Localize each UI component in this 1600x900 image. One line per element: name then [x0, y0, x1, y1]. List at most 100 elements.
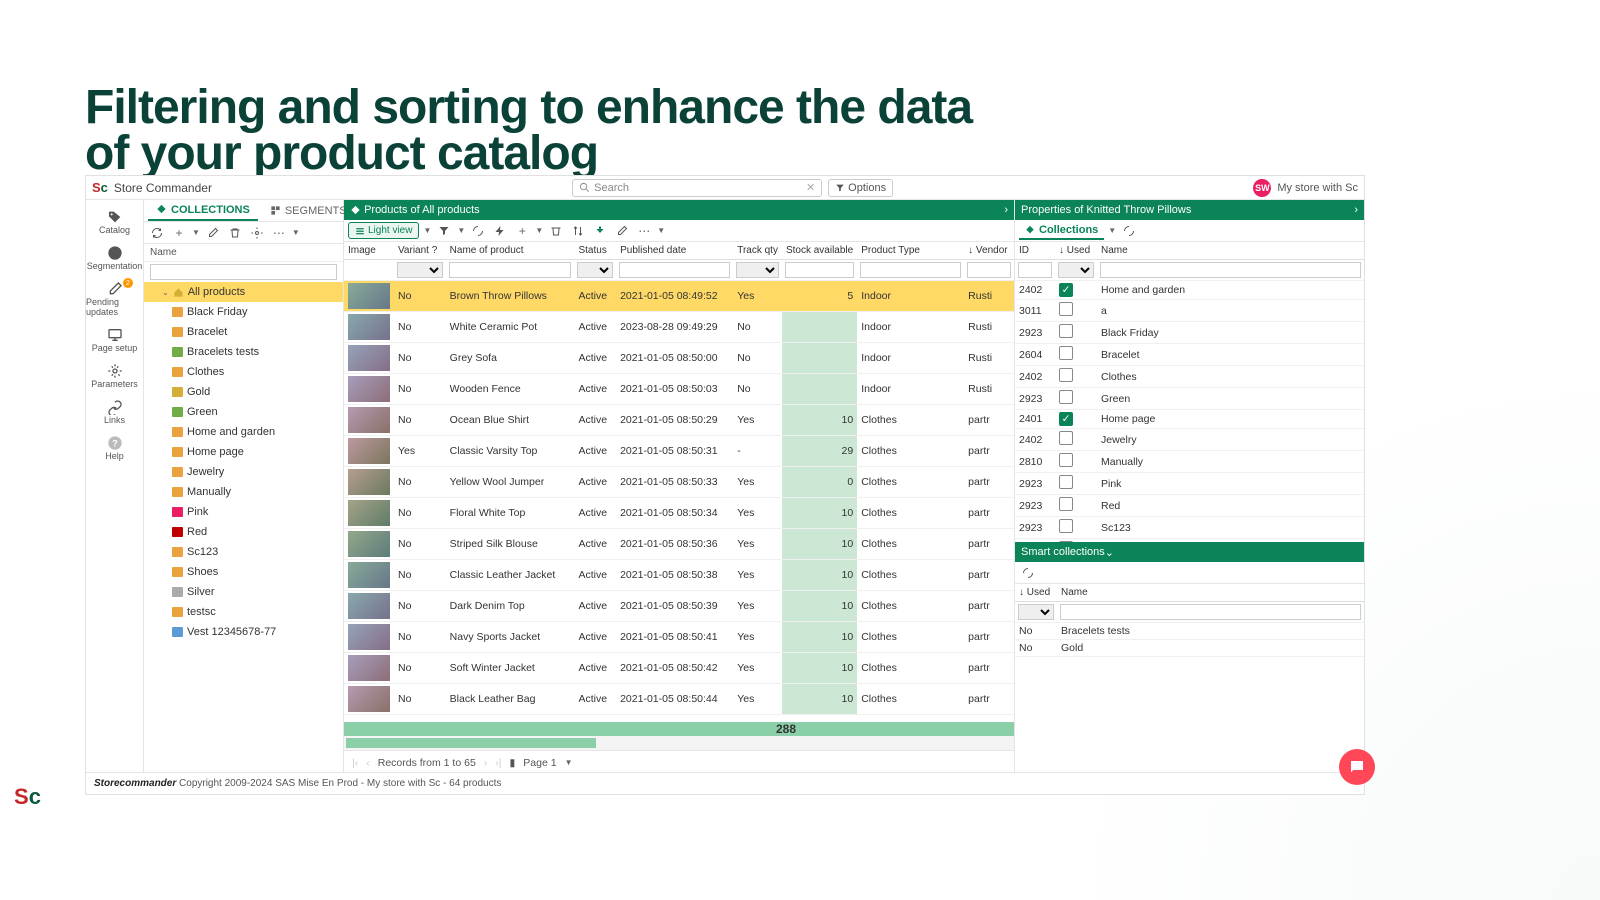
options-button[interactable]: Options: [828, 179, 893, 197]
table-row[interactable]: NoDark Denim TopActive2021-01-05 08:50:3…: [344, 591, 1014, 622]
trash-icon[interactable]: [226, 224, 244, 242]
edit-icon[interactable]: [204, 224, 222, 242]
table-row[interactable]: 3011a: [1015, 300, 1364, 322]
chevron-down-icon[interactable]: ▼: [192, 228, 200, 237]
tree-item[interactable]: Red: [144, 522, 343, 542]
tree-item[interactable]: testsc: [144, 602, 343, 622]
tree-item[interactable]: Gold: [144, 382, 343, 402]
table-row[interactable]: 2923Red: [1015, 495, 1364, 517]
chat-fab[interactable]: [1339, 749, 1375, 785]
tree-item[interactable]: Shoes: [144, 562, 343, 582]
bolt-icon[interactable]: [491, 222, 509, 240]
tree-root[interactable]: ⌄ All products: [144, 282, 343, 302]
more-icon[interactable]: ⋯: [270, 224, 288, 242]
chevron-right-icon[interactable]: ›: [1354, 204, 1358, 216]
table-row[interactable]: 2402✓Home and garden: [1015, 281, 1364, 300]
filter-type[interactable]: [860, 262, 961, 278]
refresh-icon[interactable]: [1019, 564, 1037, 582]
gear-icon[interactable]: [248, 224, 266, 242]
table-row[interactable]: NoWhite Ceramic PotActive2023-08-28 09:4…: [344, 312, 1014, 343]
light-view-button[interactable]: Light view: [348, 222, 419, 239]
tree-item[interactable]: Green: [144, 402, 343, 422]
tab-segments[interactable]: SEGMENTS: [262, 202, 355, 220]
user-avatar[interactable]: SW: [1253, 179, 1271, 197]
export-icon[interactable]: [591, 222, 609, 240]
tree-item[interactable]: Home page: [144, 442, 343, 462]
table-row[interactable]: 2923Pink: [1015, 473, 1364, 495]
refresh-icon[interactable]: [148, 224, 166, 242]
table-row[interactable]: 2401✓Home page: [1015, 410, 1364, 429]
table-row[interactable]: 2810Manually: [1015, 451, 1364, 473]
table-row[interactable]: NoGrey SofaActive2021-01-05 08:50:00NoIn…: [344, 343, 1014, 374]
pager-first[interactable]: |‹: [352, 757, 358, 769]
table-row[interactable]: 2402Clothes: [1015, 366, 1364, 388]
filter-icon[interactable]: [435, 222, 453, 240]
plus-icon[interactable]: +: [170, 224, 188, 242]
nav-page-setup[interactable]: Page setup: [86, 322, 143, 358]
nav-help[interactable]: ?Help: [86, 430, 143, 466]
filter-stock[interactable]: [785, 262, 854, 278]
table-row[interactable]: 2923Green: [1015, 388, 1364, 410]
smart-header[interactable]: Smart collections⌄: [1015, 542, 1364, 562]
tree-item[interactable]: Manually: [144, 482, 343, 502]
table-row[interactable]: NoWooden FenceActive2021-01-05 08:50:03N…: [344, 374, 1014, 405]
tree-filter-input[interactable]: [150, 264, 337, 280]
table-row[interactable]: 2923Sc123: [1015, 517, 1364, 539]
refresh-icon[interactable]: [1120, 222, 1138, 240]
table-row[interactable]: NoClassic Leather JacketActive2021-01-05…: [344, 560, 1014, 591]
table-row[interactable]: NoBrown Throw PillowsActive2021-01-05 08…: [344, 281, 1014, 312]
tree-item[interactable]: Jewelry: [144, 462, 343, 482]
close-icon[interactable]: ✕: [806, 181, 815, 194]
nav-catalog[interactable]: Catalog: [86, 204, 143, 240]
filter-name[interactable]: [449, 262, 572, 278]
table-row[interactable]: NoNavy Sports JacketActive2021-01-05 08:…: [344, 622, 1014, 653]
tree-item[interactable]: Silver: [144, 582, 343, 602]
more-icon[interactable]: ⋯: [635, 222, 653, 240]
table-row[interactable]: 2923Black Friday: [1015, 322, 1364, 344]
search-input[interactable]: Search ✕: [572, 179, 822, 197]
tree-item[interactable]: Bracelets tests: [144, 342, 343, 362]
pager-prev[interactable]: ‹: [366, 757, 370, 769]
nav-parameters[interactable]: Parameters: [86, 358, 143, 394]
sort-icon[interactable]: [569, 222, 587, 240]
filter-track[interactable]: [736, 262, 779, 278]
chevron-right-icon[interactable]: ›: [1004, 204, 1008, 216]
table-row[interactable]: 2409Shoes: [1015, 539, 1364, 543]
table-row[interactable]: NoFloral White TopActive2021-01-05 08:50…: [344, 498, 1014, 529]
table-row[interactable]: NoGold: [1015, 640, 1364, 657]
refresh-icon[interactable]: [469, 222, 487, 240]
nav-links[interactable]: Links: [86, 394, 143, 430]
table-row[interactable]: NoSoft Winter JacketActive2021-01-05 08:…: [344, 653, 1014, 684]
table-row[interactable]: NoStriped Silk BlouseActive2021-01-05 08…: [344, 529, 1014, 560]
filter-status[interactable]: [577, 262, 613, 278]
tree-item[interactable]: Bracelet: [144, 322, 343, 342]
tree-item[interactable]: Vest 12345678-77: [144, 622, 343, 642]
table-row[interactable]: NoYellow Wool JumperActive2021-01-05 08:…: [344, 467, 1014, 498]
nav-pending-updates[interactable]: Pending updates2: [86, 276, 143, 322]
tree-item[interactable]: Home and garden: [144, 422, 343, 442]
tab-collections[interactable]: COLLECTIONS: [148, 201, 258, 221]
table-row[interactable]: NoOcean Blue ShirtActive2021-01-05 08:50…: [344, 405, 1014, 436]
props-tab-collections[interactable]: Collections: [1019, 222, 1104, 240]
page-select[interactable]: Page 1: [523, 757, 556, 769]
edit2-icon[interactable]: [613, 222, 631, 240]
tree-item[interactable]: Sc123: [144, 542, 343, 562]
filter-date[interactable]: [619, 262, 730, 278]
table-row[interactable]: NoBlack Leather BagActive2021-01-05 08:5…: [344, 684, 1014, 715]
pager-last[interactable]: ›|: [495, 757, 501, 769]
table-row[interactable]: 2604Bracelet: [1015, 344, 1364, 366]
pager-next[interactable]: ›: [484, 757, 488, 769]
plus-icon[interactable]: +: [513, 222, 531, 240]
filter-variant[interactable]: [397, 262, 443, 278]
tree-item[interactable]: Pink: [144, 502, 343, 522]
tree-item[interactable]: Clothes: [144, 362, 343, 382]
table-row[interactable]: YesClassic Varsity TopActive2021-01-05 0…: [344, 436, 1014, 467]
chevron-down-icon[interactable]: ▼: [292, 228, 300, 237]
h-scrollbar[interactable]: [344, 736, 1014, 750]
nav-segmentation[interactable]: Segmentation: [86, 240, 143, 276]
filter-vendor[interactable]: [967, 262, 1011, 278]
trash-icon[interactable]: [547, 222, 565, 240]
tree-item[interactable]: Black Friday: [144, 302, 343, 322]
table-row[interactable]: NoBracelets tests: [1015, 623, 1364, 640]
table-row[interactable]: 2402Jewelry: [1015, 429, 1364, 451]
